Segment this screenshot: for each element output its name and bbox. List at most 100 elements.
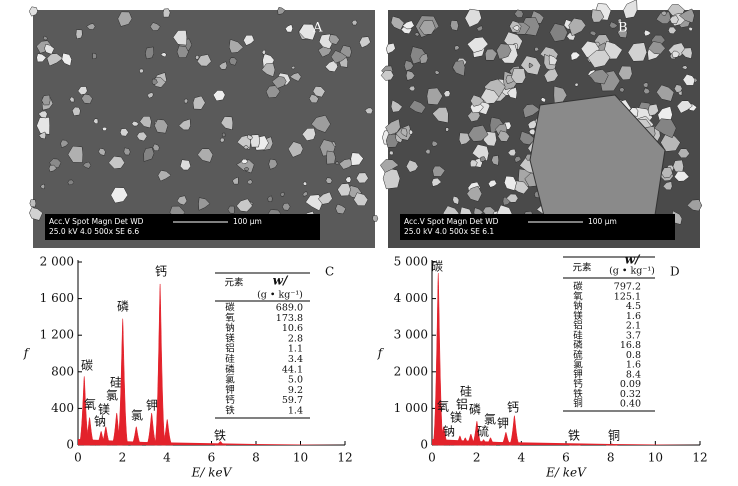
table-cell: 氧: [573, 290, 583, 302]
scale-label: 100 μm: [233, 217, 262, 226]
x-tick-label: 6: [208, 451, 216, 465]
particle: [41, 94, 51, 106]
particle: [405, 70, 416, 81]
panel-label: D: [670, 265, 680, 279]
particle: [240, 158, 249, 164]
table-header: 元素: [225, 277, 245, 289]
particle: [617, 18, 622, 23]
particle: [496, 43, 512, 60]
particle: [405, 159, 419, 173]
table-cell: 钙: [225, 394, 235, 406]
particle: [86, 23, 96, 30]
table-cell: 2.1: [626, 321, 641, 332]
particle: [574, 82, 579, 87]
particle: [452, 195, 460, 205]
table-header: (g • kg⁻¹): [609, 266, 655, 277]
info-line: 25.0 kV 4.0 500x SE 6.6: [49, 227, 139, 236]
particle: [302, 191, 309, 197]
particle: [445, 127, 450, 132]
peak: [214, 441, 226, 446]
particle: [419, 53, 429, 64]
table-cell: 1.1: [288, 344, 303, 355]
y-tick-label: 1 600: [40, 291, 74, 305]
particle: [382, 167, 401, 190]
particle: [660, 10, 667, 16]
x-tick-label: 4: [518, 451, 526, 465]
particle: [534, 47, 540, 52]
particle: [408, 85, 416, 92]
particle: [464, 8, 482, 28]
particle: [312, 86, 326, 98]
particle: [317, 191, 333, 205]
table-cell: 铝: [573, 320, 583, 332]
particle: [353, 192, 369, 207]
background: [432, 439, 700, 445]
particle: [549, 23, 568, 42]
particle: [69, 96, 75, 103]
particle: [42, 35, 48, 41]
particle: [681, 65, 688, 70]
particle: [227, 205, 235, 214]
particle: [643, 87, 651, 95]
particle: [172, 30, 188, 46]
peak-label: 钙: [507, 401, 519, 415]
particle: [543, 68, 559, 83]
particle: [470, 94, 485, 107]
peak-label: 氧: [437, 400, 449, 414]
x-tick-label: 8: [252, 451, 260, 465]
peak-label: 氧: [84, 398, 96, 412]
particle: [511, 68, 526, 84]
particle: [591, 9, 605, 23]
particle: [143, 147, 155, 162]
particle: [298, 23, 317, 41]
particle: [67, 145, 84, 163]
peak-label: 铝: [456, 397, 468, 412]
particle: [145, 46, 155, 60]
particle: [617, 28, 628, 39]
particle: [458, 132, 471, 145]
particle: [246, 134, 254, 140]
table-cell: 铁: [225, 405, 235, 417]
table-cell: 镁: [573, 310, 583, 322]
info-line: Acc.V Spot Magn Det WD: [404, 217, 499, 226]
particle: [44, 44, 55, 55]
particle: [243, 34, 255, 46]
panel-label: B: [618, 21, 628, 36]
particle: [160, 52, 167, 58]
particle: [28, 6, 38, 17]
particle: [528, 128, 537, 136]
table-cell: 125.1: [614, 291, 641, 302]
particle: [432, 165, 446, 177]
table-cell: 钠: [573, 300, 583, 312]
particle: [587, 49, 611, 68]
peak-label: 钠: [443, 424, 455, 439]
y-tick-label: 4 000: [394, 291, 428, 305]
table-cell: 4.5: [626, 301, 641, 312]
particle: [359, 36, 371, 49]
panel-label: A: [312, 21, 323, 36]
particle: [389, 150, 394, 156]
table-header: (g • kg⁻¹): [257, 290, 303, 301]
y-tick-label: 5 000: [394, 255, 428, 269]
particle: [335, 161, 340, 166]
particle: [674, 84, 683, 93]
particle: [310, 115, 331, 133]
y-axis-label: f: [23, 346, 31, 360]
info-line: 25.0 kV 4.0 500x SE 6.1: [404, 227, 494, 236]
y-tick-label: 2 000: [40, 255, 74, 269]
particle: [232, 176, 239, 185]
particle: [491, 155, 499, 166]
peak: [500, 431, 512, 446]
particle: [678, 8, 695, 24]
particle: [476, 25, 483, 32]
table-cell: 16.8: [620, 340, 641, 351]
particle: [176, 45, 189, 58]
particle: [642, 82, 649, 88]
particle: [431, 140, 439, 147]
particle: [302, 181, 308, 186]
particle: [514, 9, 524, 18]
particle: [29, 199, 37, 208]
table-cell: 59.7: [282, 395, 303, 406]
particle: [246, 179, 253, 185]
peak-label: 硫: [477, 424, 489, 439]
